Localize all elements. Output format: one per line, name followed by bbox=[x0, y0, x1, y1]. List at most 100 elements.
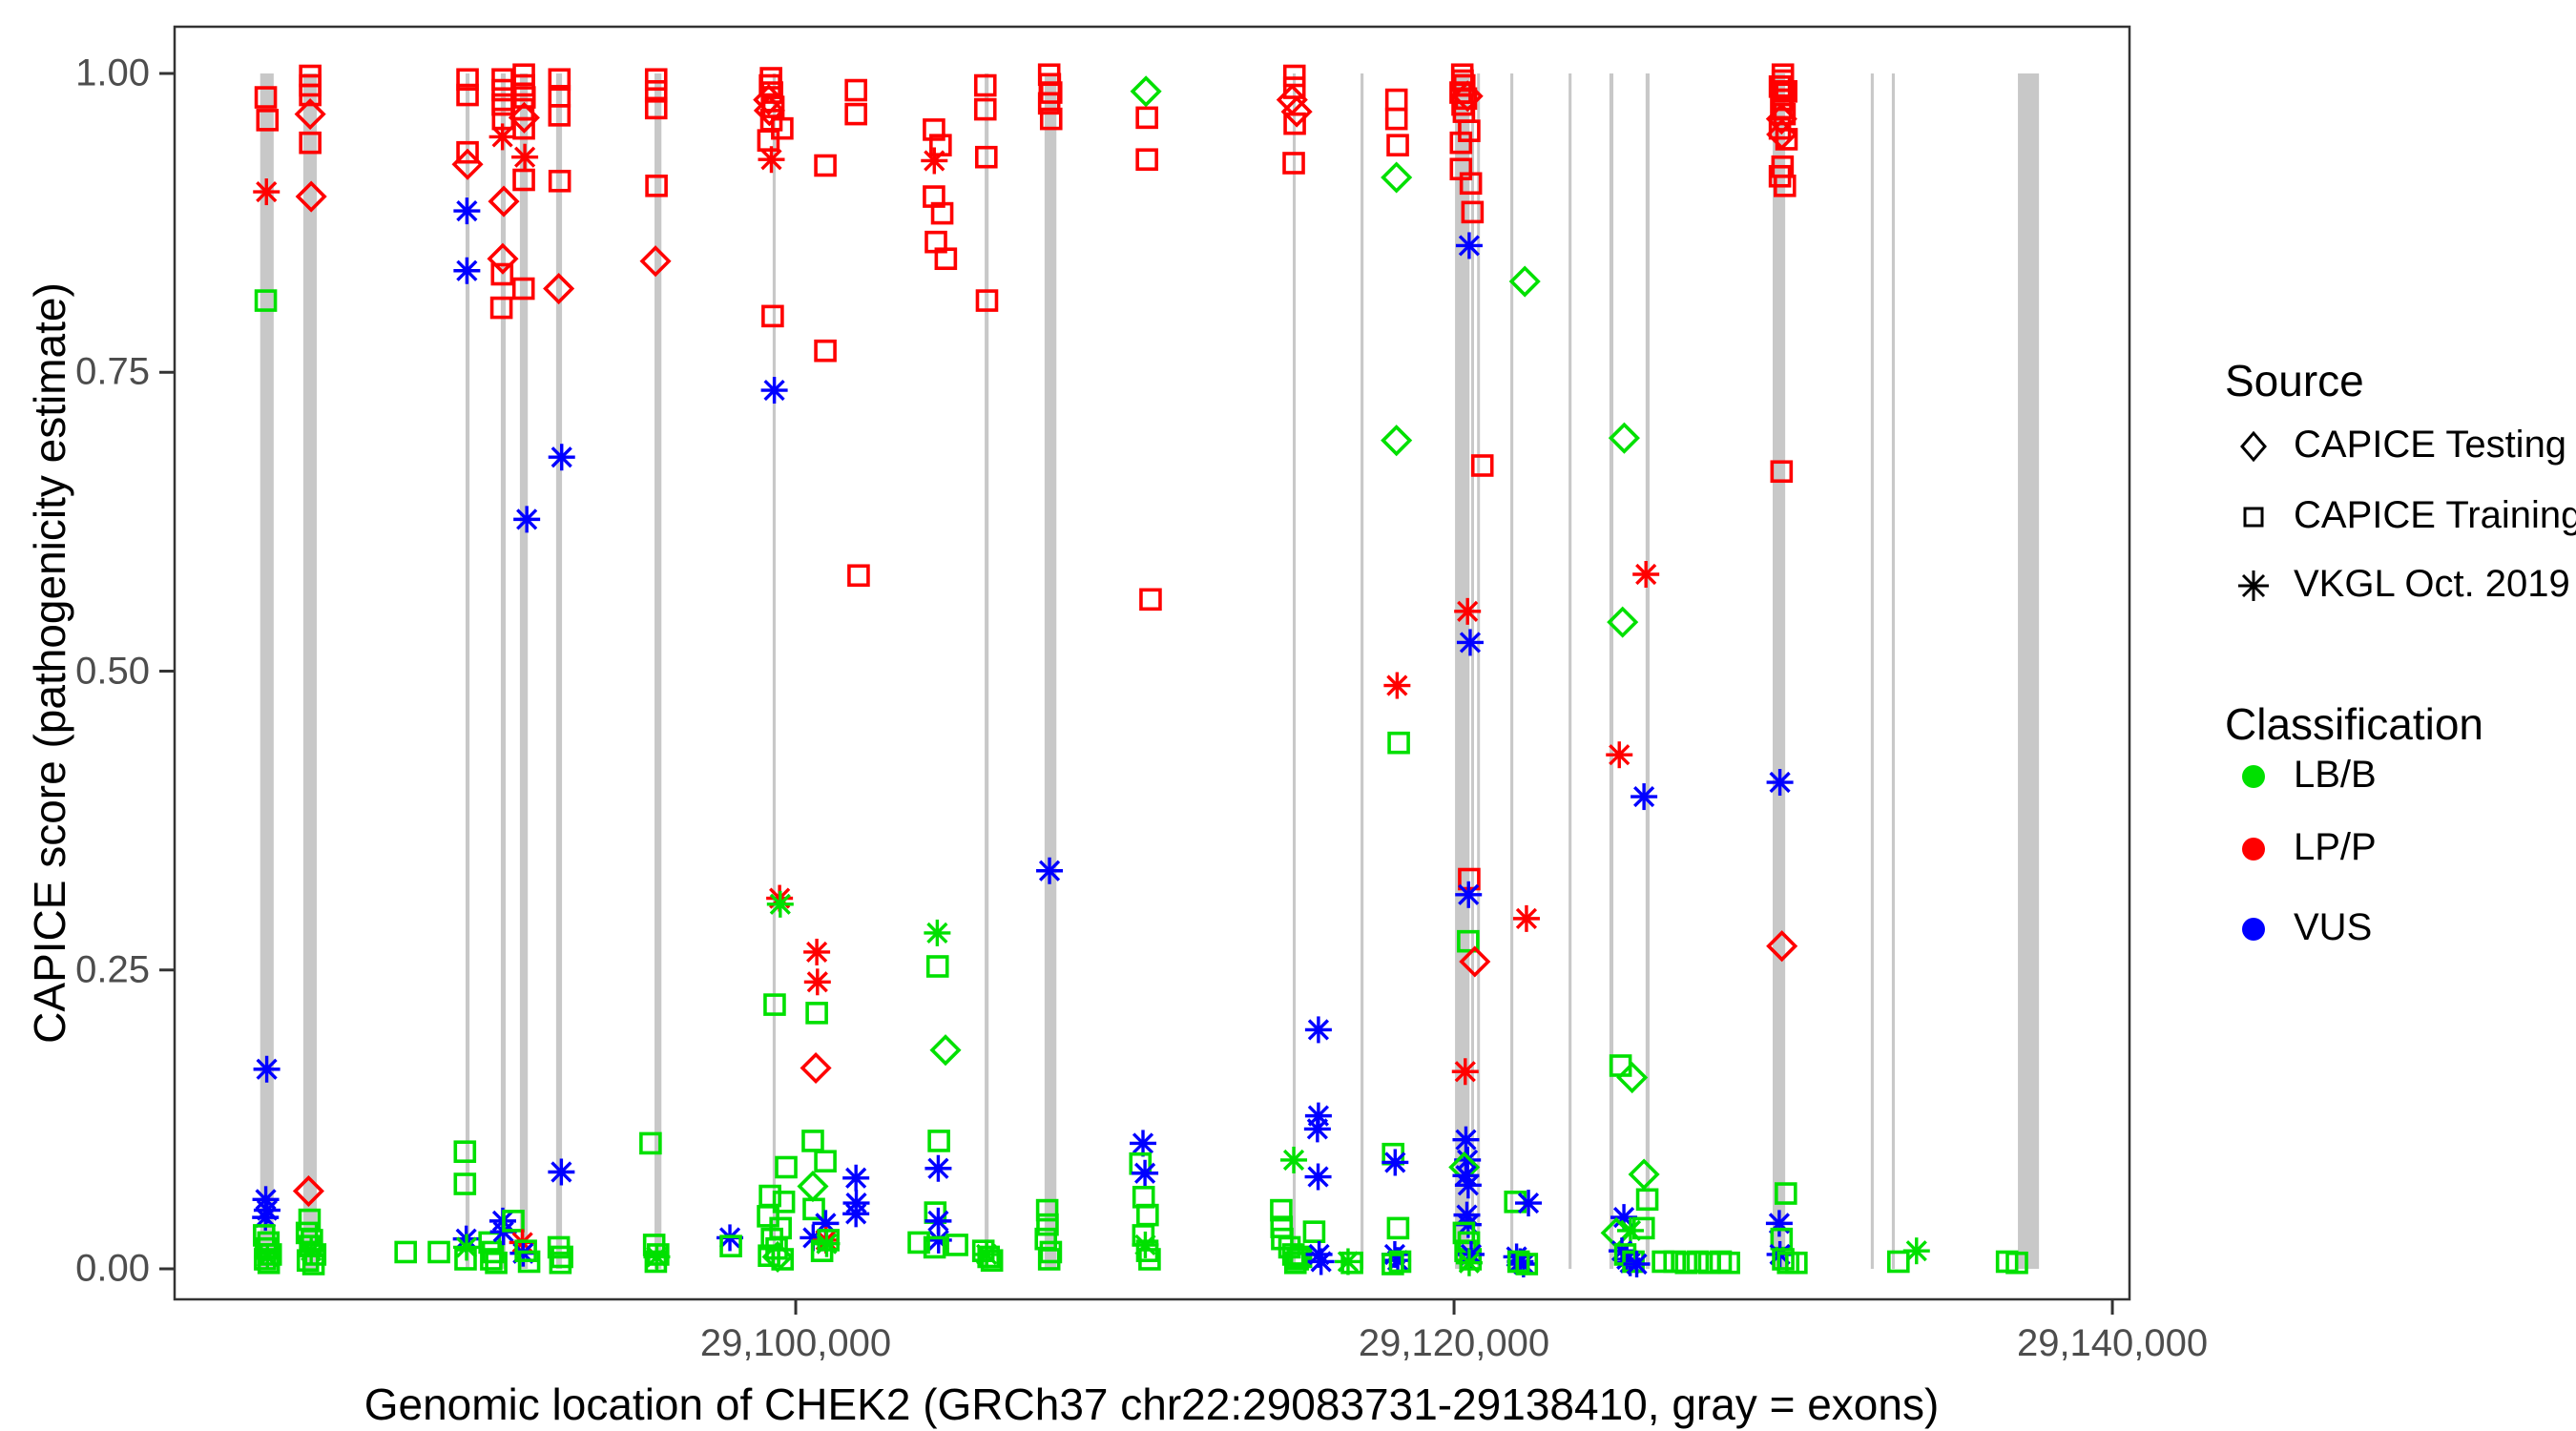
data-point-asterisk bbox=[924, 919, 951, 946]
data-point-square bbox=[923, 1235, 946, 1259]
data-point-square bbox=[759, 67, 782, 90]
exon-bar bbox=[1773, 73, 1786, 1269]
data-point-asterisk bbox=[842, 1164, 870, 1192]
data-point-asterisk bbox=[1632, 561, 1660, 589]
data-point-square bbox=[511, 277, 535, 301]
data-point-square bbox=[814, 1150, 837, 1173]
data-point-square bbox=[761, 304, 784, 328]
data-point-square bbox=[973, 73, 997, 97]
exon-bar bbox=[1361, 73, 1364, 1269]
asterisk-stroke bbox=[1515, 907, 1538, 929]
asterisk-stroke bbox=[516, 508, 538, 530]
asterisk-stroke bbox=[491, 126, 513, 148]
asterisk-stroke bbox=[1609, 744, 1631, 766]
data-point-diamond bbox=[508, 101, 540, 134]
data-point-square bbox=[254, 289, 278, 312]
data-point-square bbox=[761, 95, 785, 118]
data-point-square bbox=[772, 1191, 796, 1213]
data-point-diamond bbox=[295, 180, 327, 213]
asterisk-stroke bbox=[976, 1243, 998, 1266]
data-point-square bbox=[907, 1231, 930, 1255]
asterisk-stroke bbox=[257, 1246, 279, 1268]
asterisk-stroke bbox=[456, 259, 478, 281]
asterisk-icon bbox=[2233, 565, 2275, 607]
square-icon bbox=[2233, 496, 2275, 538]
exon-bar bbox=[1609, 73, 1614, 1269]
asterisk-stroke bbox=[1132, 1132, 1154, 1154]
data-point-asterisk bbox=[1304, 1163, 1332, 1191]
lbb-dot-icon bbox=[2233, 756, 2275, 798]
data-point-asterisk bbox=[548, 1158, 575, 1186]
data-point-square bbox=[295, 1221, 319, 1245]
exon-bar bbox=[1292, 73, 1297, 1269]
data-point-asterisk bbox=[1452, 1126, 1480, 1153]
asterisk-stroke bbox=[769, 893, 791, 915]
asterisk-stroke bbox=[927, 1229, 949, 1252]
data-point-diamond bbox=[1508, 265, 1541, 298]
asterisk-stroke bbox=[1457, 600, 1479, 622]
data-point-square bbox=[1135, 148, 1158, 172]
data-point-square bbox=[930, 201, 954, 225]
asterisk-stroke bbox=[1626, 1253, 1648, 1275]
asterisk-stroke bbox=[1307, 1166, 1329, 1188]
data-point-square bbox=[757, 1205, 779, 1228]
data-point-square bbox=[757, 129, 780, 152]
data-point-diamond bbox=[1381, 161, 1413, 194]
data-point-square bbox=[977, 1245, 1001, 1269]
asterisk-stroke bbox=[1517, 1192, 1540, 1214]
data-point-square bbox=[758, 73, 781, 97]
asterisk-stroke bbox=[646, 1246, 668, 1268]
asterisk-stroke bbox=[926, 922, 948, 944]
y-tick-label: 0.75 bbox=[75, 350, 150, 393]
asterisk-stroke bbox=[927, 1210, 949, 1232]
exon-bar bbox=[555, 73, 563, 1269]
data-point-square bbox=[1772, 1248, 1795, 1271]
asterisk-stroke bbox=[927, 1157, 949, 1179]
data-point-square bbox=[639, 1131, 662, 1155]
legend-item-vus: VUS bbox=[2294, 906, 2373, 948]
data-point-square bbox=[973, 97, 997, 121]
data-point-diamond bbox=[753, 84, 785, 116]
data-point-asterisk bbox=[453, 1234, 481, 1261]
data-point-square bbox=[1449, 131, 1473, 155]
data-point-asterisk bbox=[973, 1240, 1001, 1268]
data-point-square bbox=[485, 1251, 508, 1275]
data-point-asterisk bbox=[1036, 857, 1064, 884]
data-point-square bbox=[254, 86, 278, 109]
data-point-square bbox=[1302, 1220, 1326, 1243]
asterisk-stroke bbox=[513, 146, 536, 168]
data-point-square bbox=[1770, 460, 1794, 484]
lpp-dot-icon bbox=[2233, 828, 2275, 870]
data-point-asterisk bbox=[513, 506, 541, 533]
data-point-diamond bbox=[1276, 84, 1308, 116]
data-point-asterisk bbox=[1631, 783, 1658, 811]
data-point-asterisk bbox=[924, 1154, 952, 1182]
exon-bar bbox=[1568, 73, 1572, 1269]
asterisk-stroke bbox=[845, 1167, 867, 1189]
data-point-square bbox=[1470, 454, 1494, 477]
exon-bar bbox=[2018, 73, 2040, 1269]
data-point-square bbox=[844, 78, 867, 102]
data-point-square bbox=[1515, 1253, 1539, 1275]
data-point-square bbox=[644, 79, 668, 103]
data-point-asterisk bbox=[803, 968, 831, 996]
data-point-square bbox=[456, 68, 479, 92]
data-point-diamond bbox=[488, 185, 520, 218]
y-tick-label: 0.25 bbox=[75, 948, 150, 991]
data-point-square bbox=[1459, 172, 1483, 196]
data-point-asterisk bbox=[1307, 1248, 1335, 1275]
data-point-diamond bbox=[294, 98, 326, 131]
data-point-asterisk bbox=[758, 146, 785, 174]
data-point-square bbox=[1286, 1248, 1309, 1271]
exon-bar bbox=[302, 73, 318, 1269]
data-point-square bbox=[1138, 1248, 1161, 1271]
data-point-diamond bbox=[1381, 425, 1413, 457]
asterisk-stroke bbox=[1633, 785, 1655, 808]
exon-bar bbox=[654, 73, 662, 1269]
data-point-square bbox=[719, 1234, 742, 1257]
data-point-square bbox=[491, 78, 514, 102]
data-point-diamond bbox=[292, 1175, 324, 1208]
x-tick-label: 29,140,000 bbox=[2016, 1322, 2209, 1364]
